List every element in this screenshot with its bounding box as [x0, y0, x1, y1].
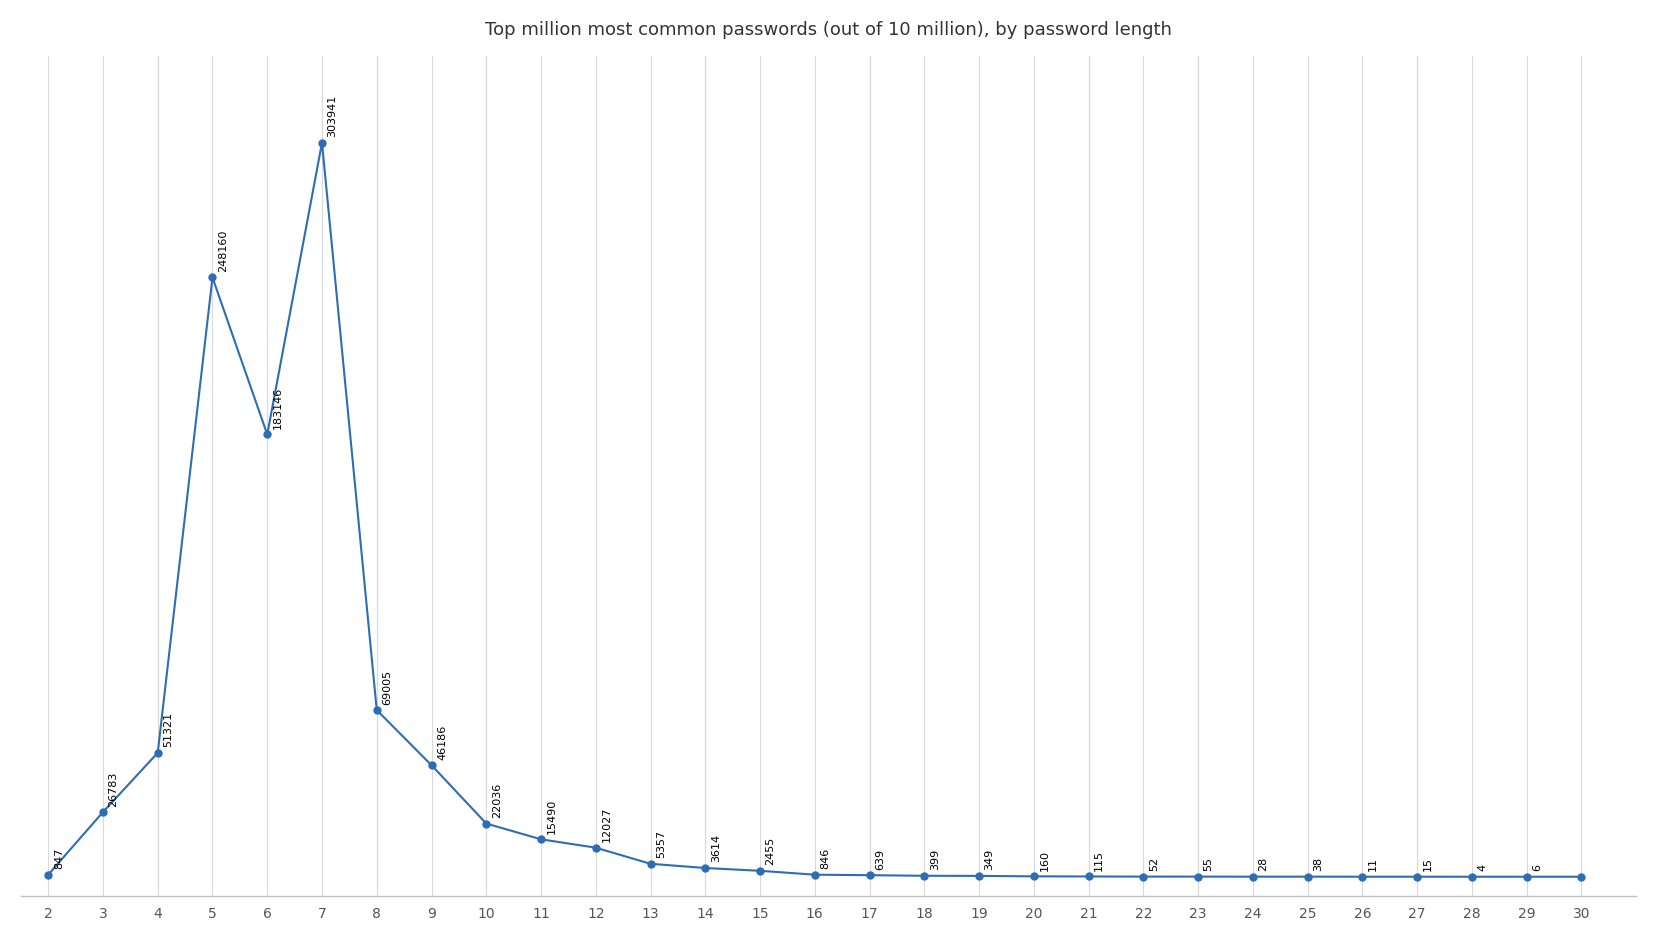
Text: 115: 115: [1094, 850, 1104, 871]
Text: 3614: 3614: [711, 835, 721, 863]
Text: 349: 349: [984, 849, 994, 870]
Text: 160: 160: [1039, 850, 1049, 870]
Text: 2455: 2455: [766, 837, 775, 866]
Text: 4: 4: [1478, 864, 1488, 871]
Text: 15490: 15490: [547, 799, 557, 834]
Text: 15: 15: [1423, 857, 1433, 871]
Text: 846: 846: [820, 848, 830, 869]
Text: 12027: 12027: [601, 806, 611, 842]
Text: 303941: 303941: [328, 95, 338, 138]
Text: 55: 55: [1203, 857, 1213, 871]
Text: 847: 847: [53, 848, 63, 869]
Text: 28: 28: [1258, 857, 1268, 871]
Text: 399: 399: [930, 849, 940, 870]
Text: 26783: 26783: [108, 771, 119, 806]
Text: 51321: 51321: [164, 712, 174, 747]
Text: 183146: 183146: [273, 386, 283, 429]
Text: 22036: 22036: [492, 783, 502, 818]
Text: 11: 11: [1369, 857, 1379, 871]
Text: 69005: 69005: [383, 670, 393, 705]
Title: Top million most common passwords (out of 10 million), by password length: Top million most common passwords (out o…: [486, 21, 1171, 39]
Text: 52: 52: [1148, 857, 1158, 871]
Text: 46186: 46186: [437, 724, 447, 759]
Text: 6: 6: [1533, 864, 1543, 871]
Text: 38: 38: [1314, 857, 1324, 871]
Text: 639: 639: [875, 849, 885, 869]
Text: 5357: 5357: [656, 830, 666, 858]
Text: 248160: 248160: [219, 230, 229, 272]
